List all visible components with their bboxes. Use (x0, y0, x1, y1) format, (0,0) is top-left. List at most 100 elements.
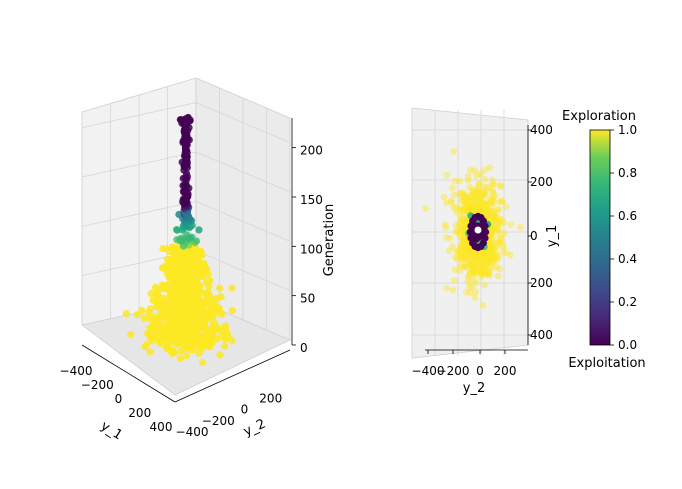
scatter-point (476, 256, 484, 263)
scatter-point (481, 202, 489, 209)
plot3d-top: −400−200 0 200 400 200 0 200 400 y_2 y_1 (412, 107, 560, 396)
scatter-point (475, 193, 483, 201)
scatter-point (466, 270, 474, 277)
scatter-point (470, 268, 478, 276)
scatter-point (493, 254, 501, 262)
scatter-point (465, 252, 473, 260)
scatter-point (471, 206, 478, 213)
scatter-point (469, 190, 477, 198)
scatter-point (477, 196, 485, 204)
scatter-point (499, 197, 506, 205)
scatter-point (482, 269, 490, 276)
scatter-point (465, 274, 472, 281)
scatter-point (133, 311, 141, 319)
tick-label-y2-top: 200 (494, 364, 517, 378)
scatter-point (456, 190, 464, 198)
scatter-point (484, 206, 492, 214)
axis-title-generation: Generation (322, 204, 337, 277)
scatter-point (482, 210, 489, 218)
scatter-point (498, 198, 506, 205)
scatter-point (469, 264, 477, 271)
scatter-point (474, 226, 482, 234)
scatter-point (481, 222, 489, 230)
scatter-point (468, 252, 476, 260)
scatter-point (474, 205, 482, 213)
scatter-point (490, 194, 497, 201)
scatter-point (475, 180, 483, 188)
scatter-point (477, 253, 485, 261)
scatter-point (491, 215, 498, 223)
scatter-point (484, 252, 492, 259)
scatter-point (451, 266, 459, 274)
scatter-point (476, 250, 484, 258)
scatter-point (459, 205, 467, 213)
scatter-point (492, 263, 500, 271)
scatter-point (502, 203, 510, 211)
scatter-point (467, 248, 475, 256)
scatter-point (503, 249, 510, 257)
scatter-point (473, 172, 480, 180)
scatter-point (489, 188, 496, 196)
scatter-point (458, 198, 465, 205)
scatter-point (449, 286, 457, 294)
scatter-point (456, 206, 464, 214)
scatter-point (476, 260, 484, 268)
scatter-point (481, 175, 488, 183)
scatter-point (493, 218, 501, 226)
scatter-point (452, 228, 460, 236)
scatter-point (474, 202, 481, 210)
scatter-point (470, 250, 478, 258)
scatter-point (460, 207, 468, 215)
scatter-point (489, 187, 496, 195)
scatter-point (203, 265, 211, 273)
scatter-point (464, 278, 472, 286)
grid-line (81, 102, 197, 129)
scatter-point (493, 222, 501, 230)
scatter-point (478, 206, 486, 214)
scatter-point (440, 193, 448, 201)
scatter-point (458, 250, 465, 257)
scatter-point (208, 310, 216, 319)
scatter-point (166, 306, 174, 314)
scatter-point (461, 196, 469, 204)
scatter-point (159, 329, 167, 337)
scatter-point (469, 204, 477, 212)
scatter-point (477, 267, 485, 275)
scatter-point (488, 228, 496, 236)
scatter-point (471, 262, 478, 269)
scatter-point (173, 274, 181, 282)
scatter-point (462, 193, 469, 201)
scatter-point (156, 285, 164, 293)
scatter-point (477, 257, 484, 264)
scatter-point (452, 222, 460, 230)
scatter-point (181, 320, 190, 328)
scatter-point (495, 205, 502, 213)
scatter-point (466, 206, 474, 214)
scatter-point (489, 197, 496, 205)
scatter-point (462, 288, 470, 296)
tick-label-generation: 150 (300, 193, 323, 207)
scatter-point (470, 261, 478, 269)
colorbar-bottom-label: Exploitation (568, 356, 645, 371)
scatter-point (495, 253, 503, 261)
scatter-point (162, 344, 170, 352)
scatter-point (496, 233, 504, 241)
scatter-point (156, 300, 164, 308)
scatter-point (480, 200, 488, 208)
scatter-point (483, 266, 491, 274)
colorbar-tick-label: 0.2 (618, 295, 637, 309)
scatter-point (469, 186, 476, 194)
scatter-point (491, 250, 499, 258)
scatter-point (478, 270, 486, 277)
scatter-point (462, 236, 469, 244)
scatter-point (193, 258, 201, 266)
scatter-point (488, 257, 496, 264)
scatter-point (470, 264, 478, 271)
scatter-point (496, 239, 503, 247)
scatter-point (489, 181, 497, 189)
scatter-point (463, 195, 470, 203)
scatter-point (484, 259, 491, 267)
tick-label-generation: 0 (300, 341, 308, 355)
tick-label-y2: 200 (259, 391, 282, 405)
scatter-point (473, 203, 481, 211)
